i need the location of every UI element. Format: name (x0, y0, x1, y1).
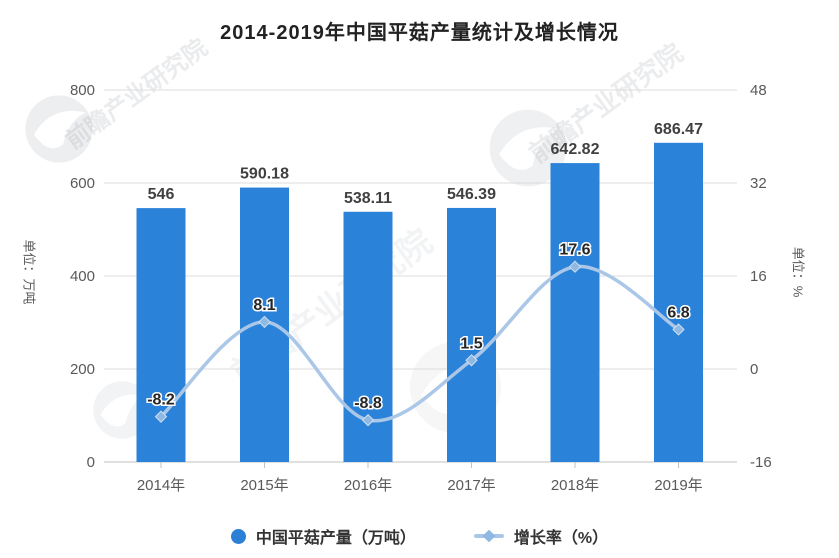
bar-value-label: 538.11 (344, 190, 392, 207)
legend-label: 中国平菇产量（万吨） (255, 530, 416, 547)
growth-rate-line (159, 264, 681, 423)
left-axis-tick-label: 800 (70, 82, 95, 99)
line-value-label: 8.1 (253, 297, 275, 314)
legend: 中国平菇产量（万吨） 增长率（%） (0, 524, 839, 548)
left-axis-tick-label: 0 (87, 454, 95, 471)
line-marker-diamond (672, 323, 685, 336)
bar-value-label: 546 (148, 186, 175, 203)
chart-title: 2014-2019年中国平菇产量统计及增长情况 (220, 22, 619, 44)
bar-value-label: 590.18 (240, 166, 289, 183)
line-marker-diamond (361, 413, 375, 427)
left-axis-tick-label: 400 (70, 268, 95, 285)
left-axis-title: 单位：万吨 (21, 239, 37, 305)
x-axis-label: 2015年 (240, 477, 288, 494)
right-axis-tick-label: 48 (750, 82, 767, 99)
line-marker-diamond (568, 260, 582, 273)
x-axis-label: 2018年 (551, 477, 599, 494)
bar-2017年 (447, 207, 496, 462)
bar-2018年 (550, 163, 600, 463)
bar-value-label: 546.39 (447, 186, 496, 203)
bar-value-label: 686.47 (654, 121, 703, 138)
line-diamond-marker-icon (473, 529, 504, 543)
right-axis-tick-label: 32 (750, 175, 767, 192)
line-value-label: 1.5 (460, 335, 482, 352)
line-value-label: 17.6 (559, 242, 590, 259)
right-axis-title: 单位：% (790, 246, 806, 298)
x-axis-label: 2016年 (344, 477, 392, 494)
bar-2019年 (654, 142, 703, 462)
right-axis-tick-label: 16 (750, 268, 767, 285)
legend-label: 增长率（%） (513, 530, 609, 547)
legend-item-production[interactable]: 中国平菇产量（万吨） (230, 524, 416, 548)
line-marker-diamond (154, 410, 168, 423)
line-value-label: 6.8 (667, 304, 689, 321)
left-axis-tick-label: 600 (70, 175, 95, 192)
bar-2014年 (136, 208, 186, 462)
x-axis-label: 2014年 (137, 477, 185, 494)
line-value-label: -8.8 (354, 395, 382, 412)
right-axis-tick-label: 0 (750, 361, 758, 378)
line-marker-diamond (465, 354, 478, 367)
right-axis-tick-label: -16 (750, 454, 772, 471)
line-value-label: -8.2 (147, 392, 175, 409)
legend-item-growth-rate[interactable]: 增长率（%） (473, 524, 609, 548)
circle-marker-icon (230, 528, 246, 544)
x-axis-label: 2019年 (654, 477, 702, 494)
x-axis-label: 2017年 (447, 477, 495, 494)
left-axis-tick-label: 200 (70, 361, 95, 378)
line-marker-diamond (258, 315, 271, 329)
bar-value-label: 642.82 (551, 141, 600, 158)
